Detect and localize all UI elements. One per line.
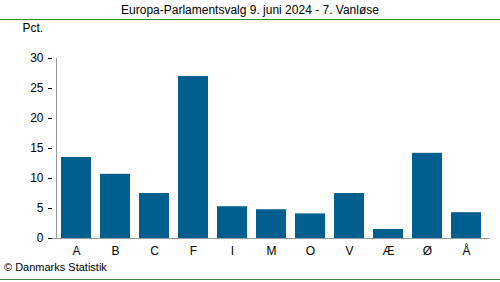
- svg-text:30: 30: [30, 51, 44, 65]
- svg-text:I: I: [231, 244, 234, 258]
- svg-text:Pct.: Pct.: [23, 21, 44, 35]
- svg-text:25: 25: [30, 81, 44, 95]
- svg-text:O: O: [306, 244, 315, 258]
- svg-text:A: A: [72, 244, 80, 258]
- svg-text:C: C: [150, 244, 159, 258]
- svg-text:Æ: Æ: [383, 244, 395, 258]
- svg-text:Ø: Ø: [423, 244, 432, 258]
- svg-text:20: 20: [30, 111, 44, 125]
- svg-text:V: V: [345, 244, 353, 258]
- html-text:© Danmarks Statistik: © Danmarks Statistik: [4, 261, 107, 273]
- svg-text:M: M: [267, 244, 277, 258]
- svg-text:B: B: [111, 244, 119, 258]
- svg-text:5: 5: [37, 201, 44, 215]
- html-text:Europa-Parlamentsvalg 9. juni: Europa-Parlamentsvalg 9. juni 2024 - 7. …: [121, 3, 379, 17]
- svg-text:15: 15: [30, 141, 44, 155]
- svg-text:Å: Å: [462, 243, 470, 258]
- svg-text:F: F: [190, 244, 197, 258]
- svg-text:10: 10: [30, 171, 44, 185]
- svg-text:0: 0: [37, 231, 44, 245]
